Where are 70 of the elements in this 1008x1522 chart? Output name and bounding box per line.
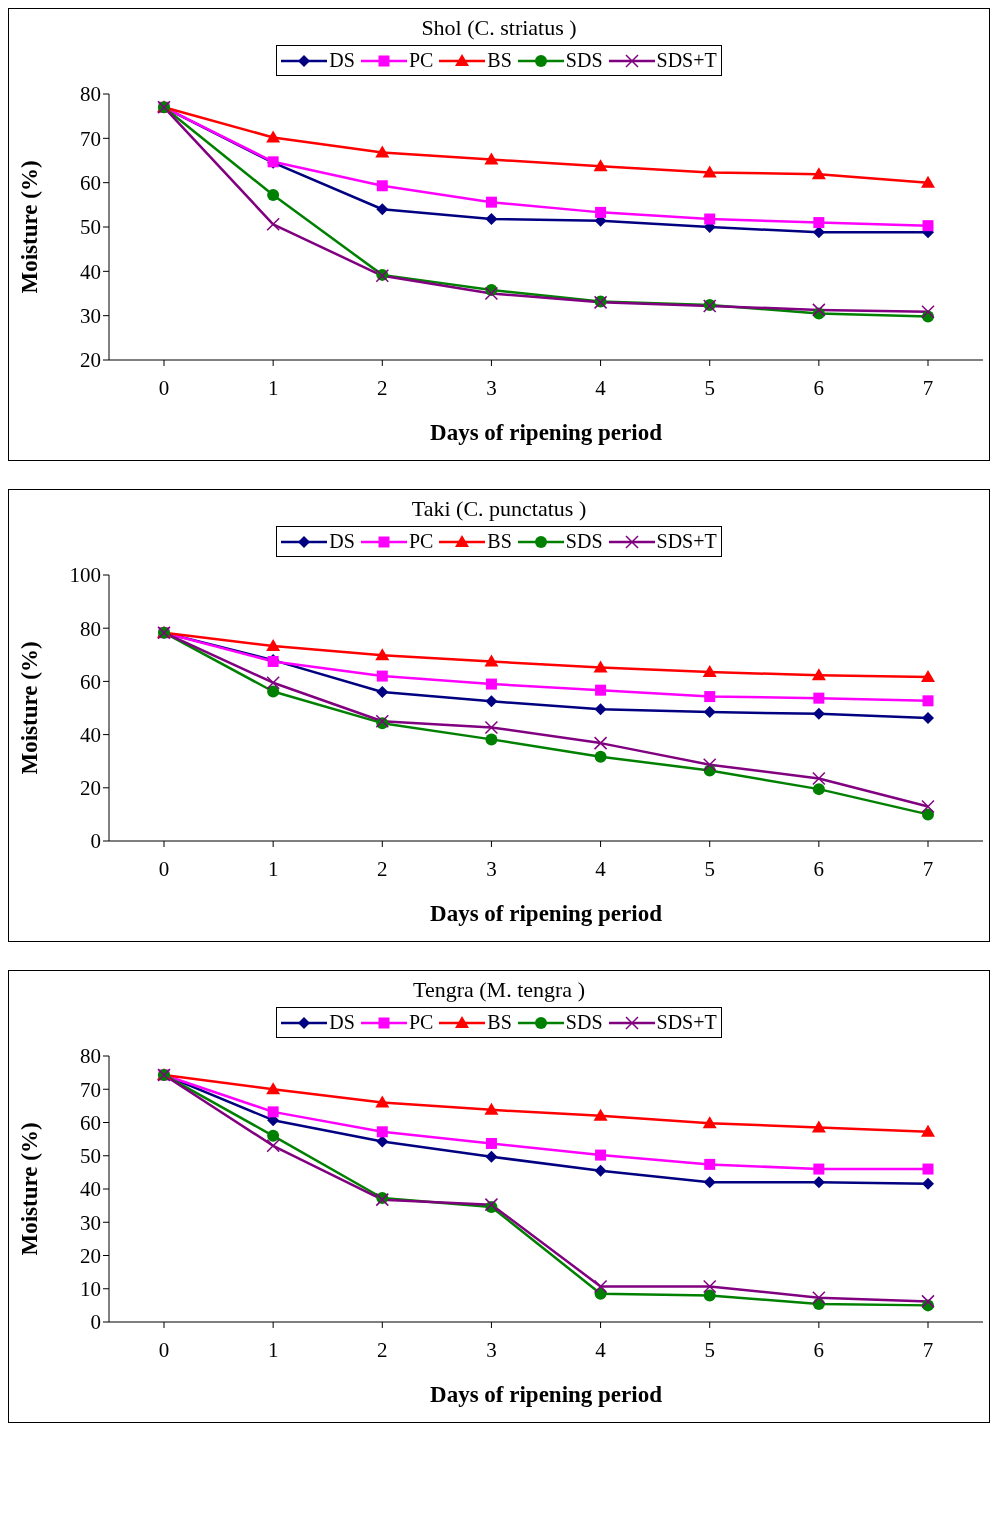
y-tick-label: 70	[80, 1077, 101, 1102]
y-tick-label: 40	[80, 259, 101, 284]
y-tick-label: 30	[80, 304, 101, 329]
y-tick-label: 0	[90, 1310, 101, 1335]
x-tick-label: 7	[922, 856, 934, 881]
legend-label: SDS	[565, 530, 603, 553]
x-tick-label: 5	[704, 856, 715, 881]
x-tick-label: 0	[158, 375, 170, 400]
legend-label: PC	[408, 49, 434, 72]
x-tick-label: 6	[813, 375, 825, 400]
y-tick-label: 80	[80, 82, 101, 107]
x-tick-label: 1	[267, 375, 279, 400]
x-tick-label: 3	[486, 1337, 497, 1362]
x-tick-label: 3	[486, 375, 497, 400]
x-tick-label: 7	[922, 1337, 934, 1362]
x-tick-label: 3	[486, 856, 497, 881]
x-tick-label: 5	[704, 375, 715, 400]
chart-title: Shol (C. striatus )	[420, 15, 578, 41]
x-tick-label: 4	[595, 375, 607, 400]
legend-label: SDS+T	[656, 49, 717, 72]
legend-label: BS	[487, 1011, 512, 1034]
legend-label: DS	[329, 49, 355, 72]
x-tick-label: 5	[704, 1337, 715, 1362]
x-tick-label: 2	[377, 1337, 388, 1362]
y-tick-label: 60	[80, 1110, 101, 1135]
y-tick-label: 20	[80, 776, 101, 801]
y-tick-label: 80	[80, 1044, 101, 1069]
y-tick-label: 60	[80, 669, 101, 694]
legend-label: BS	[487, 49, 512, 72]
legend-label: SDS+T	[656, 1011, 717, 1034]
y-tick-label: 100	[69, 563, 101, 588]
y-axis-title: Moisture (%)	[17, 160, 43, 294]
y-tick-label: 40	[80, 1177, 101, 1202]
x-tick-label: 0	[158, 1337, 170, 1362]
legend-label: PC	[408, 1011, 434, 1034]
y-axis-title: Moisture (%)	[17, 1122, 43, 1256]
y-tick-label: 50	[80, 1144, 101, 1169]
x-axis-title: Days of ripening period	[430, 901, 663, 926]
legend-label: DS	[329, 1011, 355, 1034]
legend-label: PC	[408, 530, 434, 553]
y-tick-label: 40	[80, 723, 101, 748]
x-axis-title: Days of ripening period	[430, 1382, 663, 1407]
x-tick-label: 7	[922, 375, 934, 400]
y-tick-label: 30	[80, 1210, 101, 1235]
x-tick-label: 2	[377, 375, 388, 400]
y-tick-label: 70	[80, 126, 101, 151]
x-tick-label: 2	[377, 856, 388, 881]
y-tick-label: 60	[80, 171, 101, 196]
y-tick-label: 50	[80, 215, 101, 240]
legend-label: SDS	[565, 49, 603, 72]
legend-label: SDS	[565, 1011, 603, 1034]
y-tick-label: 0	[90, 829, 101, 854]
legend-label: DS	[329, 530, 355, 553]
y-tick-label: 80	[80, 616, 101, 641]
x-axis-title: Days of ripening period	[430, 420, 663, 445]
x-tick-label: 1	[267, 1337, 279, 1362]
x-tick-label: 6	[813, 856, 825, 881]
x-tick-label: 1	[267, 856, 279, 881]
chart-title: Tengra (M. tengra )	[412, 977, 586, 1003]
x-tick-label: 4	[595, 856, 607, 881]
y-tick-label: 10	[80, 1277, 101, 1302]
y-tick-label: 20	[80, 1243, 101, 1268]
y-axis-title: Moisture (%)	[17, 641, 43, 775]
y-tick-label: 20	[80, 348, 101, 373]
x-tick-label: 0	[158, 856, 170, 881]
legend-label: BS	[487, 530, 512, 553]
x-tick-label: 6	[813, 1337, 825, 1362]
chart-title: Taki (C. punctatus )	[410, 496, 588, 522]
x-tick-label: 4	[595, 1337, 607, 1362]
legend-label: SDS+T	[656, 530, 717, 553]
